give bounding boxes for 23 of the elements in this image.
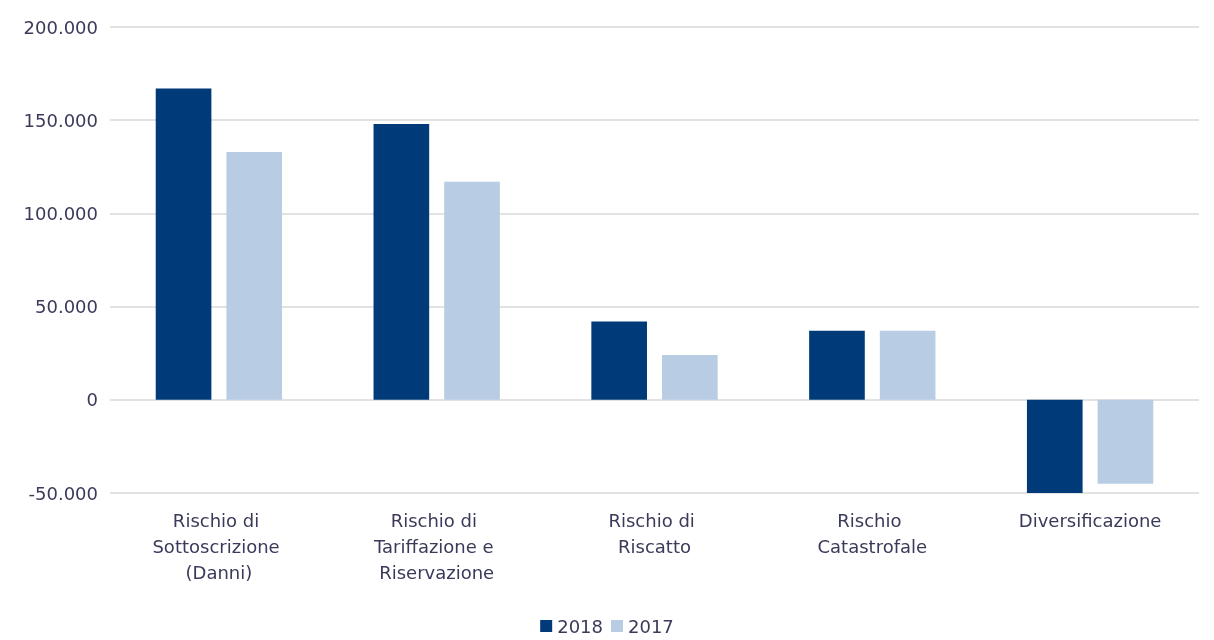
x-tick-label: Rischio di Tariffazione e Riservazione: [373, 509, 500, 583]
x-tick-label: Diversificazione: [1018, 509, 1162, 531]
x-tick-label: Rischio di Riscatto: [608, 509, 701, 557]
bar: [444, 181, 500, 400]
x-tick-label: Rischio Catastrofale: [817, 509, 928, 557]
y-tick-label: 150.000: [23, 109, 98, 131]
bar: [662, 355, 718, 400]
bar: [373, 123, 430, 400]
y-tick-label: -50.000: [28, 482, 98, 504]
legend-label: 2018: [557, 615, 603, 637]
y-tick-label: 200.000: [23, 16, 98, 38]
y-tick-label: 0: [86, 389, 98, 411]
bar: [879, 330, 936, 400]
bar: [591, 321, 647, 400]
bar: [1026, 399, 1083, 493]
bar: [809, 330, 865, 400]
legend-label: 2017: [628, 615, 674, 637]
y-tick-label: 50.000: [35, 296, 98, 318]
x-tick-label: Rischio di Sottoscrizione (Danni): [152, 509, 286, 583]
bar: [1097, 399, 1154, 484]
y-tick-label: 100.000: [23, 202, 98, 224]
bar: [155, 88, 212, 400]
bar: [226, 151, 283, 400]
